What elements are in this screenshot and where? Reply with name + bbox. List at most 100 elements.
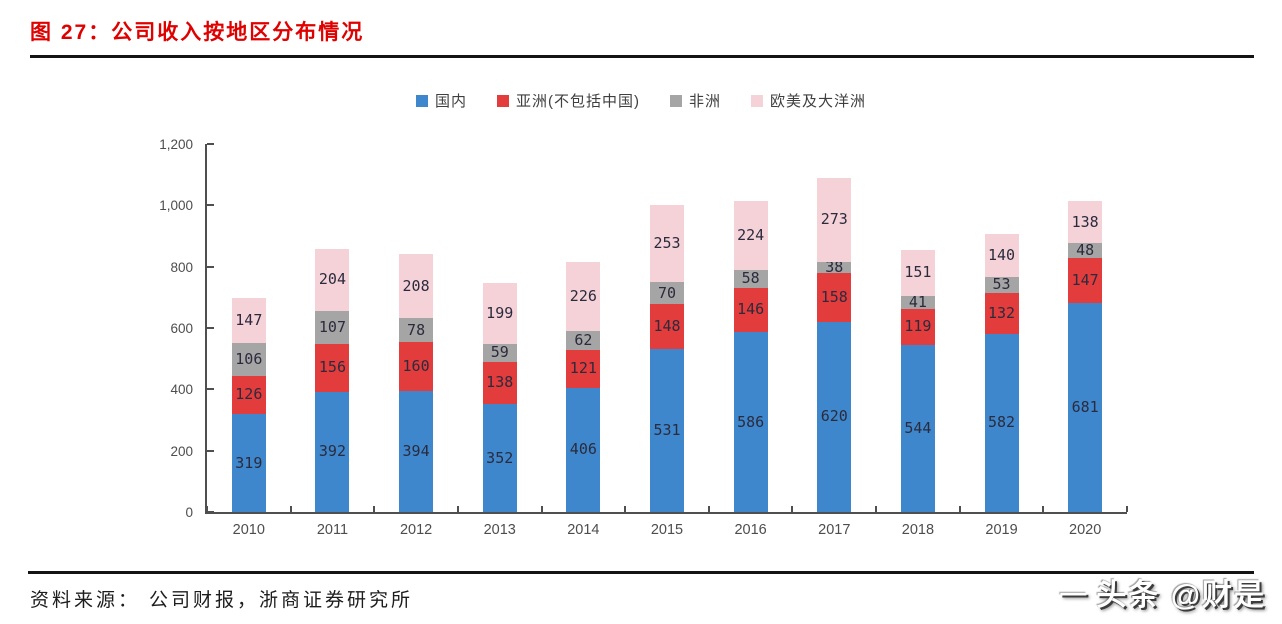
x-axis-category-label: 2012 (399, 522, 433, 538)
bar-2013: 352 138 59 199 (482, 144, 517, 512)
bar-segment-value: 158 (820, 288, 848, 307)
bar-segment-value: 70 (657, 283, 677, 302)
bar-segment: 70 (649, 282, 684, 304)
x-axis-category-label: 2014 (567, 522, 600, 538)
legend-item-国内: 国内 (415, 90, 467, 111)
bar-segment-value: 148 (653, 316, 681, 335)
bar-2011: 392 156 107 204 (315, 144, 350, 512)
bar-segment-value: 352 (486, 448, 514, 467)
bar-segment: 352 (482, 404, 517, 512)
bar-segment: 531 (649, 349, 684, 512)
bar-segment: 132 (984, 293, 1019, 334)
bar-segment-value: 151 (904, 263, 932, 282)
y-axis-tick-label: 1,200 (159, 137, 193, 152)
legend-label: 国内 (434, 93, 467, 110)
bar-segment-value: 199 (486, 303, 514, 322)
bar-segment: 62 (566, 331, 601, 351)
bar-segment-value: 59 (490, 343, 509, 362)
x-axis-category-label: 2017 (818, 522, 851, 538)
bar-segment-value: 41 (908, 292, 927, 311)
y-axis-tick-label: 400 (170, 382, 193, 398)
legend-item-非洲: 非洲 (669, 90, 721, 111)
x-axis-tick (791, 506, 794, 512)
bar-segment: 147 (231, 297, 266, 344)
y-axis-tick-label: 600 (170, 321, 193, 336)
bar-segment-value: 126 (235, 385, 263, 404)
bar-segment: 406 (566, 387, 601, 512)
bar-2015: 531 148 70 253 (649, 144, 684, 512)
bar-segment: 544 (900, 345, 935, 512)
bar-2020: 681 147 48 138 (1068, 144, 1103, 512)
bar-segment: 140 (984, 233, 1019, 277)
bar-segment-value: 138 (486, 373, 514, 392)
bar-segment-value: 204 (318, 270, 346, 289)
bar-segment-value: 62 (574, 331, 593, 350)
legend-item-亚洲(不包括中国): 亚洲(不包括中国) (496, 90, 640, 111)
bar-segment: 38 (817, 258, 852, 277)
bar-segment-value: 531 (653, 421, 681, 440)
bar-segment-value: 147 (235, 310, 263, 329)
bar-segment-value: 392 (318, 442, 346, 461)
x-axis-tick (456, 506, 459, 512)
bar-segment: 126 (231, 375, 266, 415)
bar-2014: 406 121 62 226 (566, 144, 601, 512)
bar-segment-value: 53 (992, 275, 1011, 294)
category-slot-2020: 681 147 48 138 2020 (1043, 144, 1127, 538)
bar-segment-value: 224 (737, 225, 765, 244)
bar-segment: 319 (231, 414, 266, 512)
category-slot-2015: 531 148 70 253 2015 (625, 144, 709, 538)
bar-segment: 138 (482, 361, 517, 405)
x-axis-category-label: 2018 (901, 522, 935, 538)
figure-title: 图 27：公司收入按地区分布情况 (30, 21, 365, 44)
bar-segment-value: 156 (318, 358, 346, 377)
x-axis-category-label: 2020 (1069, 522, 1102, 538)
y-axis-tick (207, 204, 214, 207)
x-axis-category-label: 2010 (232, 522, 265, 538)
category-slot-2019: 582 132 53 140 2019 (960, 144, 1044, 538)
bar-segment-value: 78 (407, 320, 426, 339)
bar-segment-value: 160 (402, 357, 430, 376)
x-axis-category-label: 2019 (985, 522, 1018, 538)
category-slot-2013: 352 138 59 199 2013 (458, 144, 542, 538)
bar-2010: 319 126 106 147 (231, 144, 266, 512)
bar-segment: 106 (231, 343, 266, 376)
y-axis-tick (207, 449, 214, 452)
bar-segment-value: 582 (987, 413, 1016, 432)
bar-segment: 158 (817, 273, 852, 322)
bar-segment-value: 132 (987, 303, 1016, 322)
bar-segment: 160 (399, 342, 434, 392)
category-slot-2011: 392 156 107 204 2011 (291, 144, 375, 538)
y-axis-tick-label: 0 (185, 505, 193, 520)
x-axis-category-label: 2013 (483, 522, 516, 538)
bar-segment: 156 (315, 343, 350, 392)
bar-segment-value: 208 (402, 276, 430, 295)
bar-segment-value: 38 (825, 258, 844, 277)
x-axis-tick (1042, 506, 1045, 512)
legend-label: 欧美及大洋洲 (770, 93, 867, 110)
bar-2018: 544 119 41 151 (900, 144, 935, 512)
bar-segment: 226 (566, 262, 601, 332)
bar-segment: 78 (399, 318, 434, 343)
chart-legend: 国内 亚洲(不包括中国) 非洲 欧美及大洋洲 (0, 90, 1282, 111)
bar-segment-value: 140 (987, 245, 1016, 264)
bar-segment-value: 119 (904, 317, 932, 336)
bar-segment: 253 (649, 204, 684, 283)
bar-segment-value: 544 (904, 419, 932, 438)
source-note: 资料来源： 公司财报，浙商证券研究所 (30, 589, 414, 611)
bar-segment-value: 406 (569, 440, 597, 459)
bar-segment: 208 (399, 254, 434, 319)
y-axis-tick (207, 388, 214, 391)
x-axis-category-label: 2015 (650, 522, 684, 538)
x-axis-tick (206, 506, 208, 512)
title-divider (30, 55, 1254, 58)
bar-segment-value: 394 (402, 442, 430, 461)
bar-segment: 394 (399, 391, 434, 512)
bar-segment: 41 (900, 292, 935, 311)
watermark: — 头条 @财是 (1060, 570, 1266, 614)
legend-label: 非洲 (688, 93, 721, 110)
bar-segment: 681 (1068, 303, 1103, 512)
category-slot-2014: 406 121 62 226 2014 (542, 144, 626, 538)
bar-2012: 394 160 78 208 (399, 144, 434, 512)
y-axis-tick-label: 200 (170, 443, 193, 459)
watermark-text: 头条 @财是 (1096, 579, 1266, 612)
